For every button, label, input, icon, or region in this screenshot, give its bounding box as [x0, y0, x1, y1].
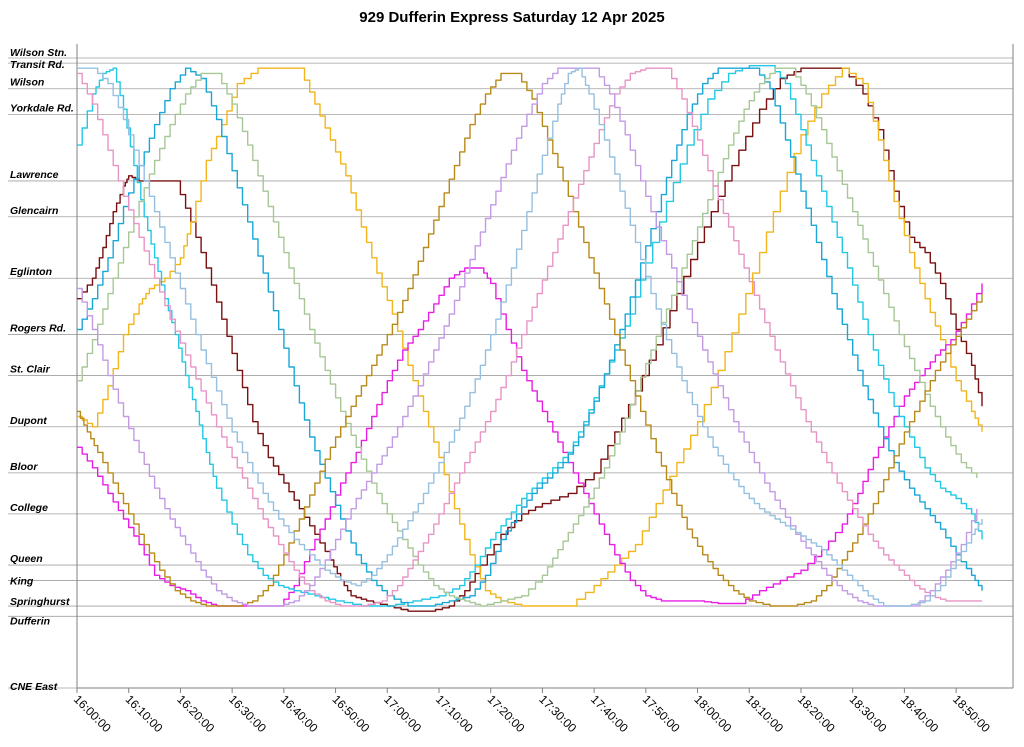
x-tick-label: 16:40:00 [278, 692, 321, 735]
x-tick-label: 17:00:00 [381, 692, 424, 735]
x-tick-label: 17:30:00 [536, 692, 579, 735]
chart-title: 929 Dufferin Express Saturday 12 Apr 202… [359, 9, 665, 26]
stop-label: Wilson [10, 77, 44, 89]
stop-label: Eglinton [10, 266, 52, 278]
series-lines [77, 64, 983, 612]
stop-label: Springhurst [10, 596, 70, 608]
x-tick-label: 18:10:00 [743, 692, 786, 735]
stop-label: College [10, 502, 48, 514]
x-tick-label: 16:20:00 [174, 692, 217, 735]
x-tick-label: 16:30:00 [226, 692, 269, 735]
x-tick-label: 17:50:00 [640, 692, 683, 735]
x-tick-label: 17:40:00 [588, 692, 631, 735]
stop-label: Wilson Stn. [10, 47, 67, 59]
stop-label: Dupont [10, 415, 47, 427]
stop-label: Lawrence [10, 169, 59, 181]
series-line-6 [77, 72, 983, 607]
x-tick-label: 18:20:00 [795, 692, 838, 735]
stop-label: Transit Rd. [10, 59, 65, 71]
x-tick-label: 18:40:00 [898, 692, 941, 735]
stop-label: CNE East [10, 681, 58, 693]
x-tick-label: 16:10:00 [123, 692, 166, 735]
stop-label: Yorkdale Rd. [10, 102, 74, 114]
stop-label: King [10, 575, 34, 587]
stop-label: St. Clair [10, 364, 51, 376]
series-line-5 [77, 67, 978, 607]
series-line-1 [77, 67, 983, 607]
stop-label: Glencairn [10, 205, 58, 217]
series-line-7 [77, 67, 982, 607]
series-line-2 [77, 267, 983, 607]
x-tick-label: 16:00:00 [71, 692, 114, 735]
gridlines [8, 44, 1014, 689]
stop-label: Queen [10, 553, 43, 565]
series-line-3 [77, 64, 983, 607]
series-line-0 [77, 67, 983, 612]
x-tick-label: 18:50:00 [950, 692, 993, 735]
series-line-8 [77, 67, 978, 607]
x-tick-label: 17:20:00 [485, 692, 528, 735]
series-line-4 [77, 67, 983, 607]
x-tick-label: 16:50:00 [329, 692, 372, 735]
x-tick-label: 17:10:00 [433, 692, 476, 735]
series-line-9 [77, 67, 983, 607]
stop-label: Rogers Rd. [10, 323, 66, 335]
stop-label: Bloor [10, 461, 38, 473]
x-tick-label: 18:00:00 [691, 692, 734, 735]
stop-labels: Wilson Stn.Transit Rd. Wilson Yorkdale Rd.… [10, 47, 74, 693]
stop-label: Dufferin [10, 615, 50, 627]
x-tick-labels: 16:00:00 16:10:00 16:20:00 16:30:00 16:40:00… [71, 688, 993, 735]
x-tick-label: 18:30:00 [847, 692, 890, 735]
